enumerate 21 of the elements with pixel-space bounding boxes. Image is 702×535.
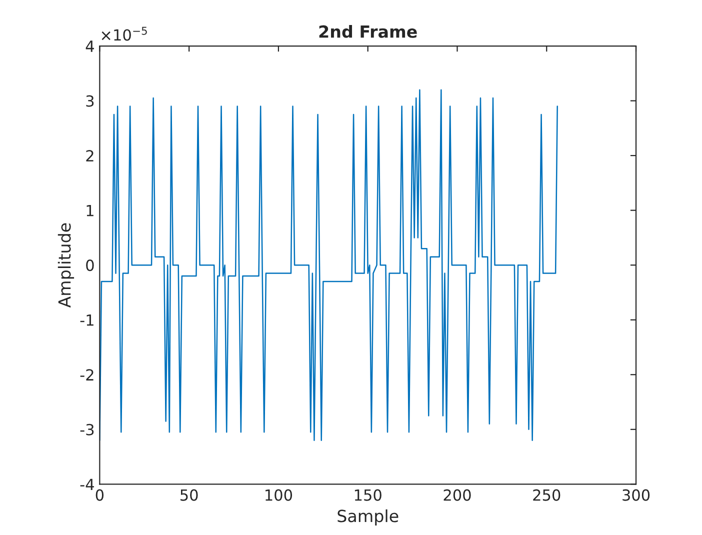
x-tick-label: 0 (96, 489, 104, 501)
chart-title: 2nd Frame (319, 25, 417, 38)
y-tick-label: -4 (80, 478, 94, 490)
x-tick-label: 50 (180, 489, 198, 501)
y-tick-label: 3 (86, 95, 94, 107)
y-tick-label: 4 (86, 40, 94, 52)
y-tick-label: 0 (86, 260, 94, 272)
y-tick-label: -2 (80, 369, 94, 380)
y-axis-title: Amplitude (58, 223, 74, 308)
x-axis-title: Sample (338, 509, 398, 526)
x-tick-label: 200 (444, 489, 471, 501)
x-tick-label: 300 (622, 489, 650, 501)
y-tick-label: -1 (80, 314, 94, 326)
y-tick-label: 2 (86, 150, 94, 162)
x-tick-label: 250 (533, 489, 560, 501)
x-tick-label: 100 (266, 489, 292, 501)
line-series (100, 89, 558, 441)
y-tick-label: 1 (86, 204, 94, 216)
y-tick-label: -3 (80, 424, 94, 436)
text: ×10$^{−5}$ (102, 26, 147, 41)
x-tick-label: 150 (354, 489, 382, 501)
